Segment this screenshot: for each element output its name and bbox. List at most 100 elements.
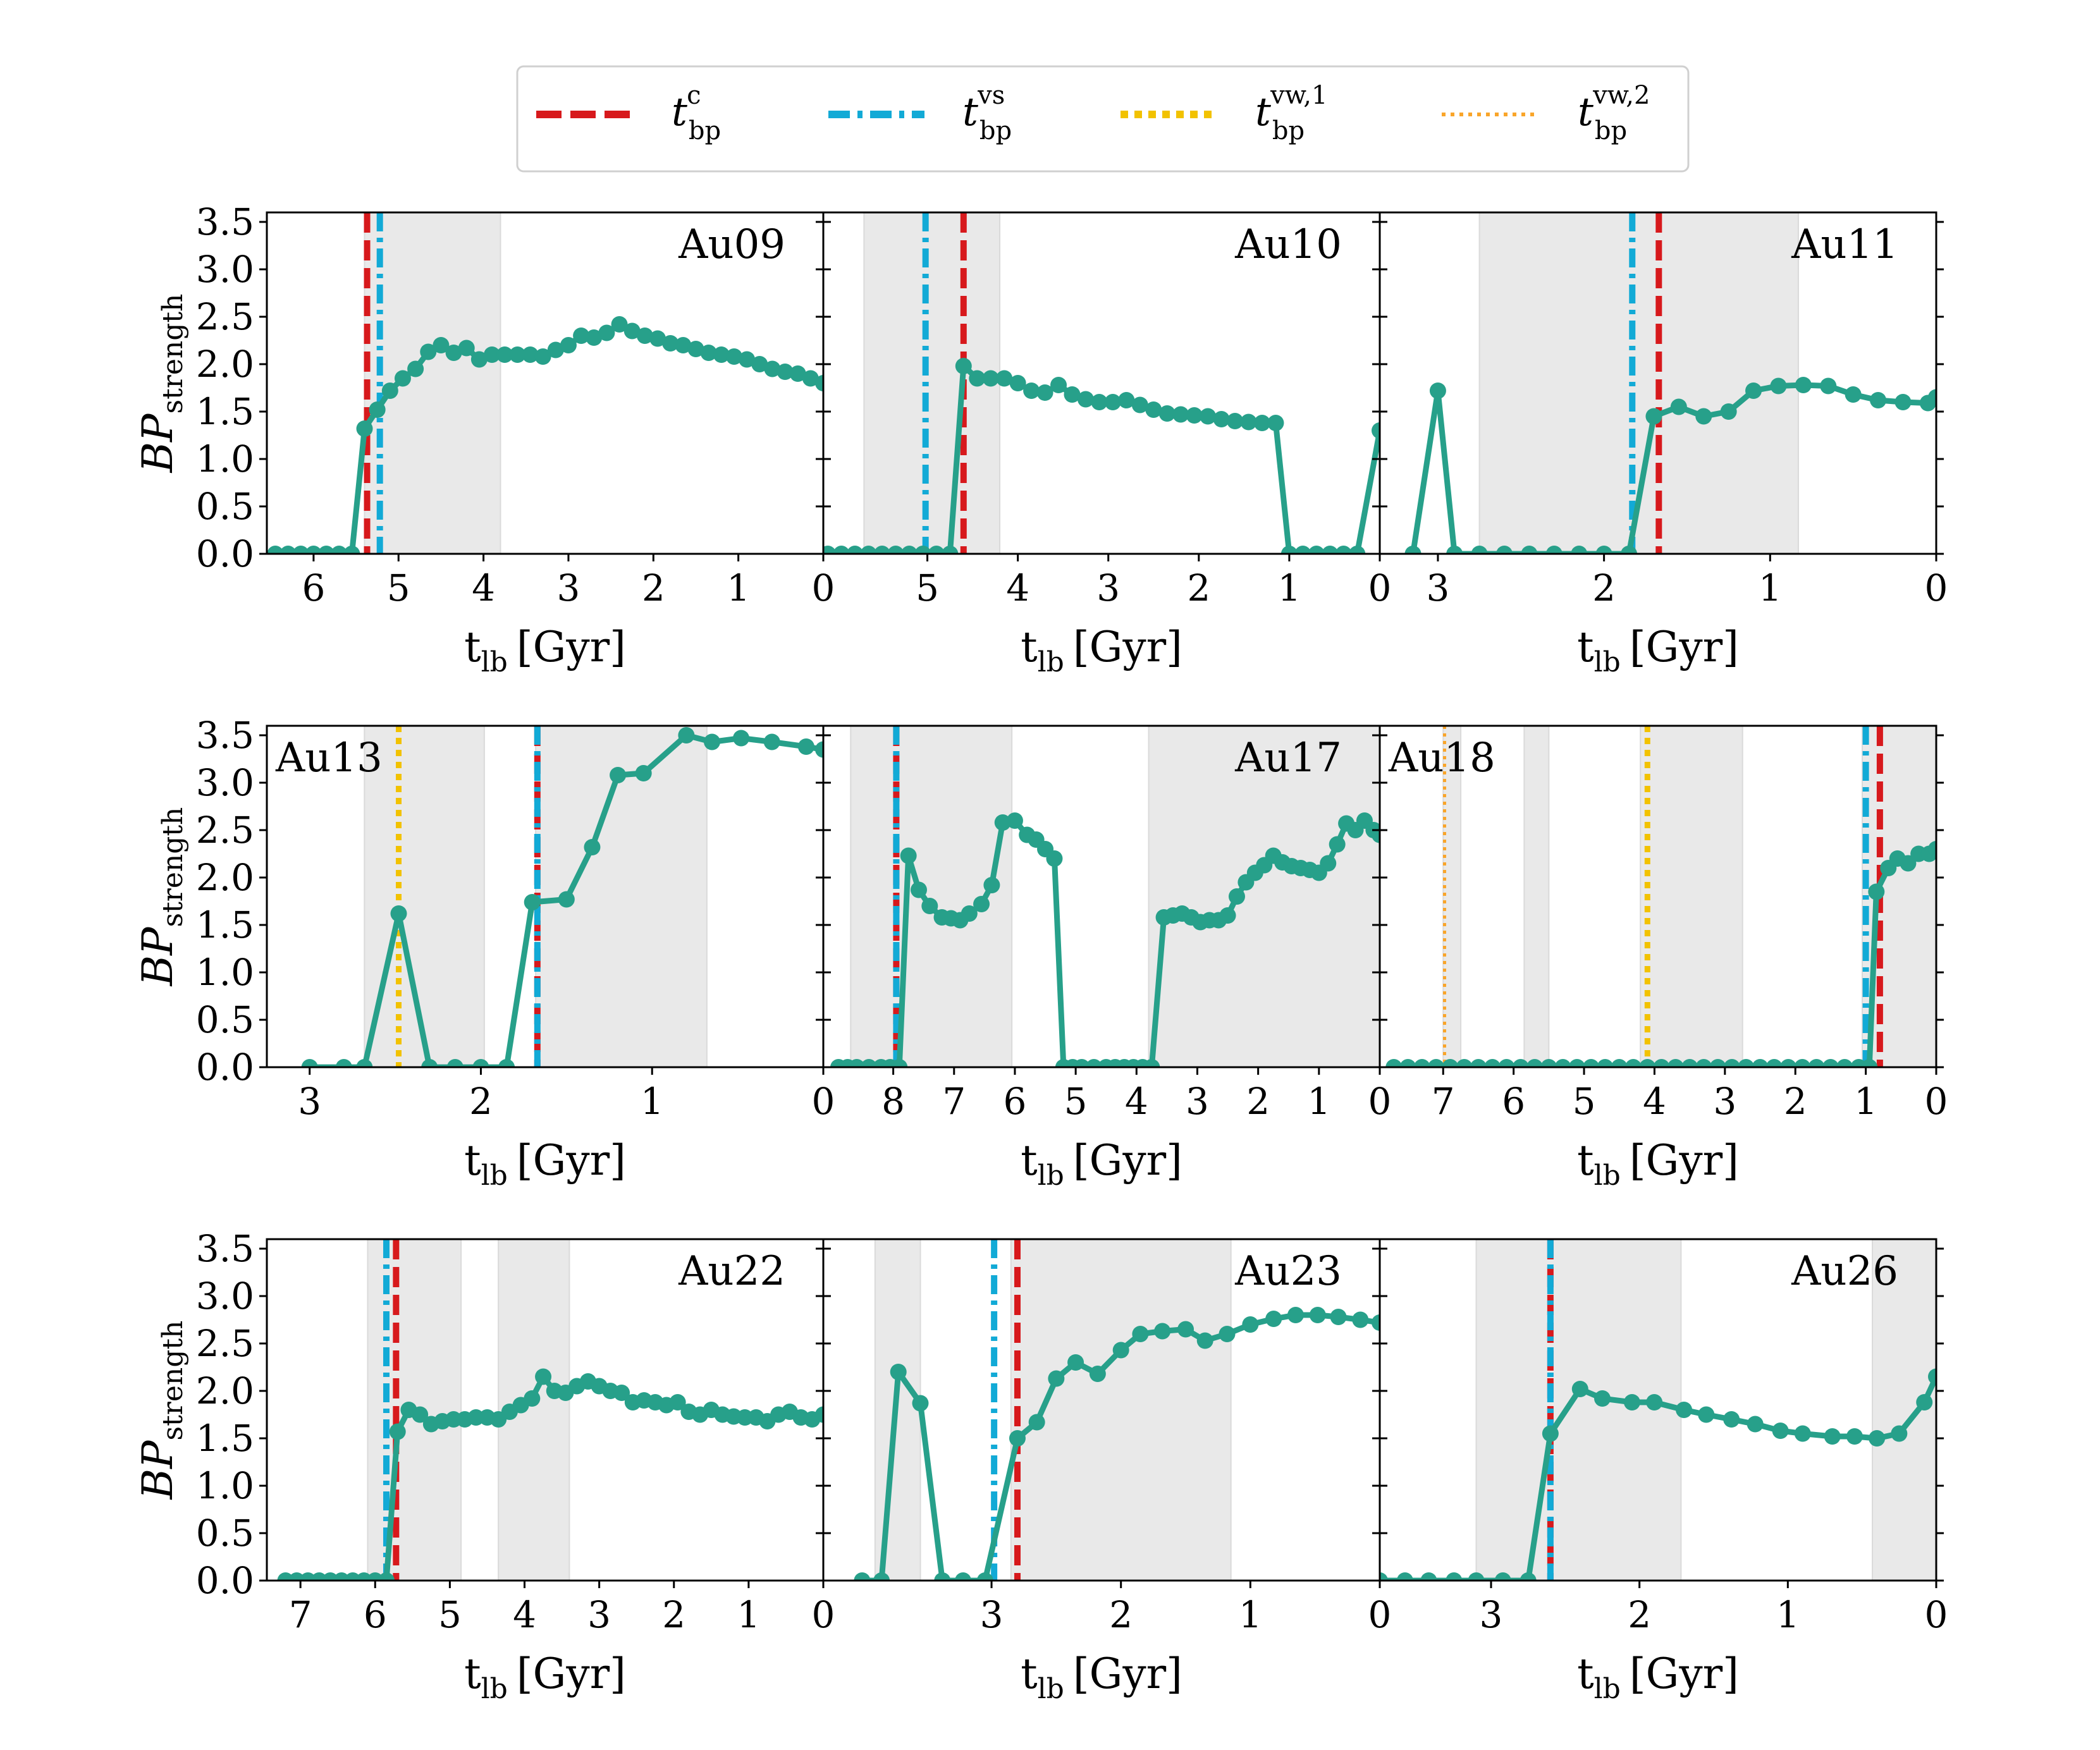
data-point bbox=[470, 351, 488, 368]
x-axis-label-unit: [Gyr] bbox=[1073, 1136, 1182, 1185]
data-point bbox=[1709, 1059, 1726, 1067]
legend-base-tc: t bbox=[672, 89, 687, 135]
panel-name-label: Au18 bbox=[1388, 735, 1495, 781]
x-axis-label-main: t bbox=[1021, 623, 1038, 671]
data-point bbox=[1468, 1572, 1485, 1581]
x-tick-label: 6 bbox=[1003, 1080, 1026, 1123]
data-point bbox=[669, 1394, 686, 1410]
data-point bbox=[1050, 377, 1067, 393]
data-point bbox=[1456, 1059, 1473, 1067]
data-point bbox=[1765, 1059, 1783, 1067]
x-tick-label: 2 bbox=[1187, 566, 1210, 609]
data-point bbox=[1349, 546, 1366, 554]
data-point bbox=[547, 341, 564, 358]
x-tick-label: 6 bbox=[364, 1593, 387, 1636]
legend-label-tvw1: tbp vw,1 bbox=[1255, 81, 1327, 145]
axes-frame bbox=[1379, 1238, 1937, 1582]
data-point bbox=[1420, 1572, 1437, 1581]
data-point bbox=[1621, 546, 1638, 554]
plot-area bbox=[1385, 726, 1936, 1067]
data-point bbox=[914, 546, 931, 554]
data-point bbox=[1639, 1059, 1656, 1067]
data-point bbox=[1330, 1309, 1347, 1325]
data-point bbox=[983, 877, 1000, 893]
data-point bbox=[848, 1059, 865, 1067]
data-point bbox=[1597, 1059, 1614, 1067]
y-tick-label: 1.0 bbox=[196, 1464, 254, 1507]
data-point bbox=[1822, 1059, 1839, 1067]
data-point bbox=[1036, 384, 1053, 401]
data-point bbox=[1446, 546, 1463, 554]
data-point bbox=[1145, 401, 1162, 418]
x-axis-label-sub: lb bbox=[1594, 1160, 1621, 1192]
data-point bbox=[1611, 1059, 1628, 1067]
panel-au26: 3 2 1 0 tlb [Gyr] Au26 bbox=[1372, 1238, 1948, 1705]
data-point bbox=[318, 546, 335, 554]
data-point bbox=[1048, 1370, 1065, 1387]
data-point bbox=[407, 360, 424, 377]
x-axis-label: tlb [Gyr] bbox=[1021, 1136, 1182, 1192]
data-point bbox=[1287, 1307, 1304, 1323]
data-point bbox=[1085, 1059, 1102, 1067]
data-point bbox=[1695, 1059, 1712, 1067]
x-tick-label: 3 bbox=[556, 566, 580, 609]
data-point bbox=[1213, 411, 1230, 427]
data-point bbox=[1521, 546, 1538, 554]
data-point bbox=[1404, 546, 1421, 554]
data-point bbox=[1571, 546, 1588, 554]
x-tick-label: 3 bbox=[587, 1593, 611, 1636]
data-point bbox=[1158, 405, 1176, 422]
shaded-region bbox=[1442, 726, 1462, 1067]
data-point bbox=[1667, 1059, 1684, 1067]
data-point bbox=[1526, 1059, 1544, 1067]
data-point bbox=[535, 1368, 552, 1385]
data-point bbox=[1399, 1059, 1416, 1067]
y-tick-label: 2.5 bbox=[196, 809, 254, 852]
x-tick-label: 3 bbox=[298, 1080, 321, 1123]
data-point bbox=[635, 765, 652, 781]
data-point bbox=[1496, 546, 1513, 554]
data-point bbox=[1372, 1314, 1380, 1331]
data-point bbox=[847, 546, 864, 554]
x-tick-label: 0 bbox=[1925, 1080, 1948, 1123]
data-point bbox=[1861, 1059, 1878, 1067]
data-point bbox=[335, 1059, 352, 1067]
data-point bbox=[560, 337, 577, 353]
x-tick-label: 2 bbox=[1592, 566, 1616, 609]
data-point bbox=[1747, 1416, 1764, 1433]
x-axis-label: tlb [Gyr] bbox=[1021, 623, 1182, 678]
data-point bbox=[267, 546, 284, 554]
data-point bbox=[573, 327, 590, 344]
data-point bbox=[1846, 1428, 1863, 1445]
plot-area bbox=[1404, 212, 1936, 554]
data-point bbox=[1132, 1326, 1149, 1342]
x-tick-label: 0 bbox=[812, 1080, 835, 1123]
data-point bbox=[833, 546, 850, 554]
data-point bbox=[751, 356, 768, 372]
data-point bbox=[498, 1059, 515, 1067]
x-axis-label-sub: lb bbox=[481, 646, 508, 678]
y-tick-label: 1.5 bbox=[196, 903, 254, 946]
data-point bbox=[1352, 1311, 1369, 1328]
x-axis-label-sub: lb bbox=[1038, 646, 1064, 678]
x-axis-label: tlb [Gyr] bbox=[1577, 1649, 1739, 1705]
x-tick-label: 0 bbox=[1925, 566, 1948, 609]
data-point bbox=[1118, 392, 1135, 408]
data-point bbox=[412, 1406, 429, 1423]
data-point bbox=[1242, 1316, 1259, 1333]
x-tick-label: 4 bbox=[472, 566, 495, 609]
data-point bbox=[1009, 1430, 1026, 1447]
x-tick-label: 3 bbox=[1713, 1080, 1736, 1123]
data-point bbox=[815, 375, 823, 391]
data-point bbox=[1595, 546, 1612, 554]
x-tick-label: 4 bbox=[1006, 566, 1029, 609]
y-axis-label: BPstrength bbox=[133, 807, 189, 987]
data-point bbox=[649, 330, 666, 347]
data-line bbox=[1394, 847, 1936, 1067]
x-tick-label: 4 bbox=[1643, 1080, 1666, 1123]
panel-name-label: Au10 bbox=[1234, 221, 1342, 268]
plot-area bbox=[854, 1239, 1380, 1581]
data-point bbox=[961, 905, 978, 922]
data-point bbox=[1112, 1342, 1129, 1359]
data-point bbox=[1568, 1059, 1585, 1067]
